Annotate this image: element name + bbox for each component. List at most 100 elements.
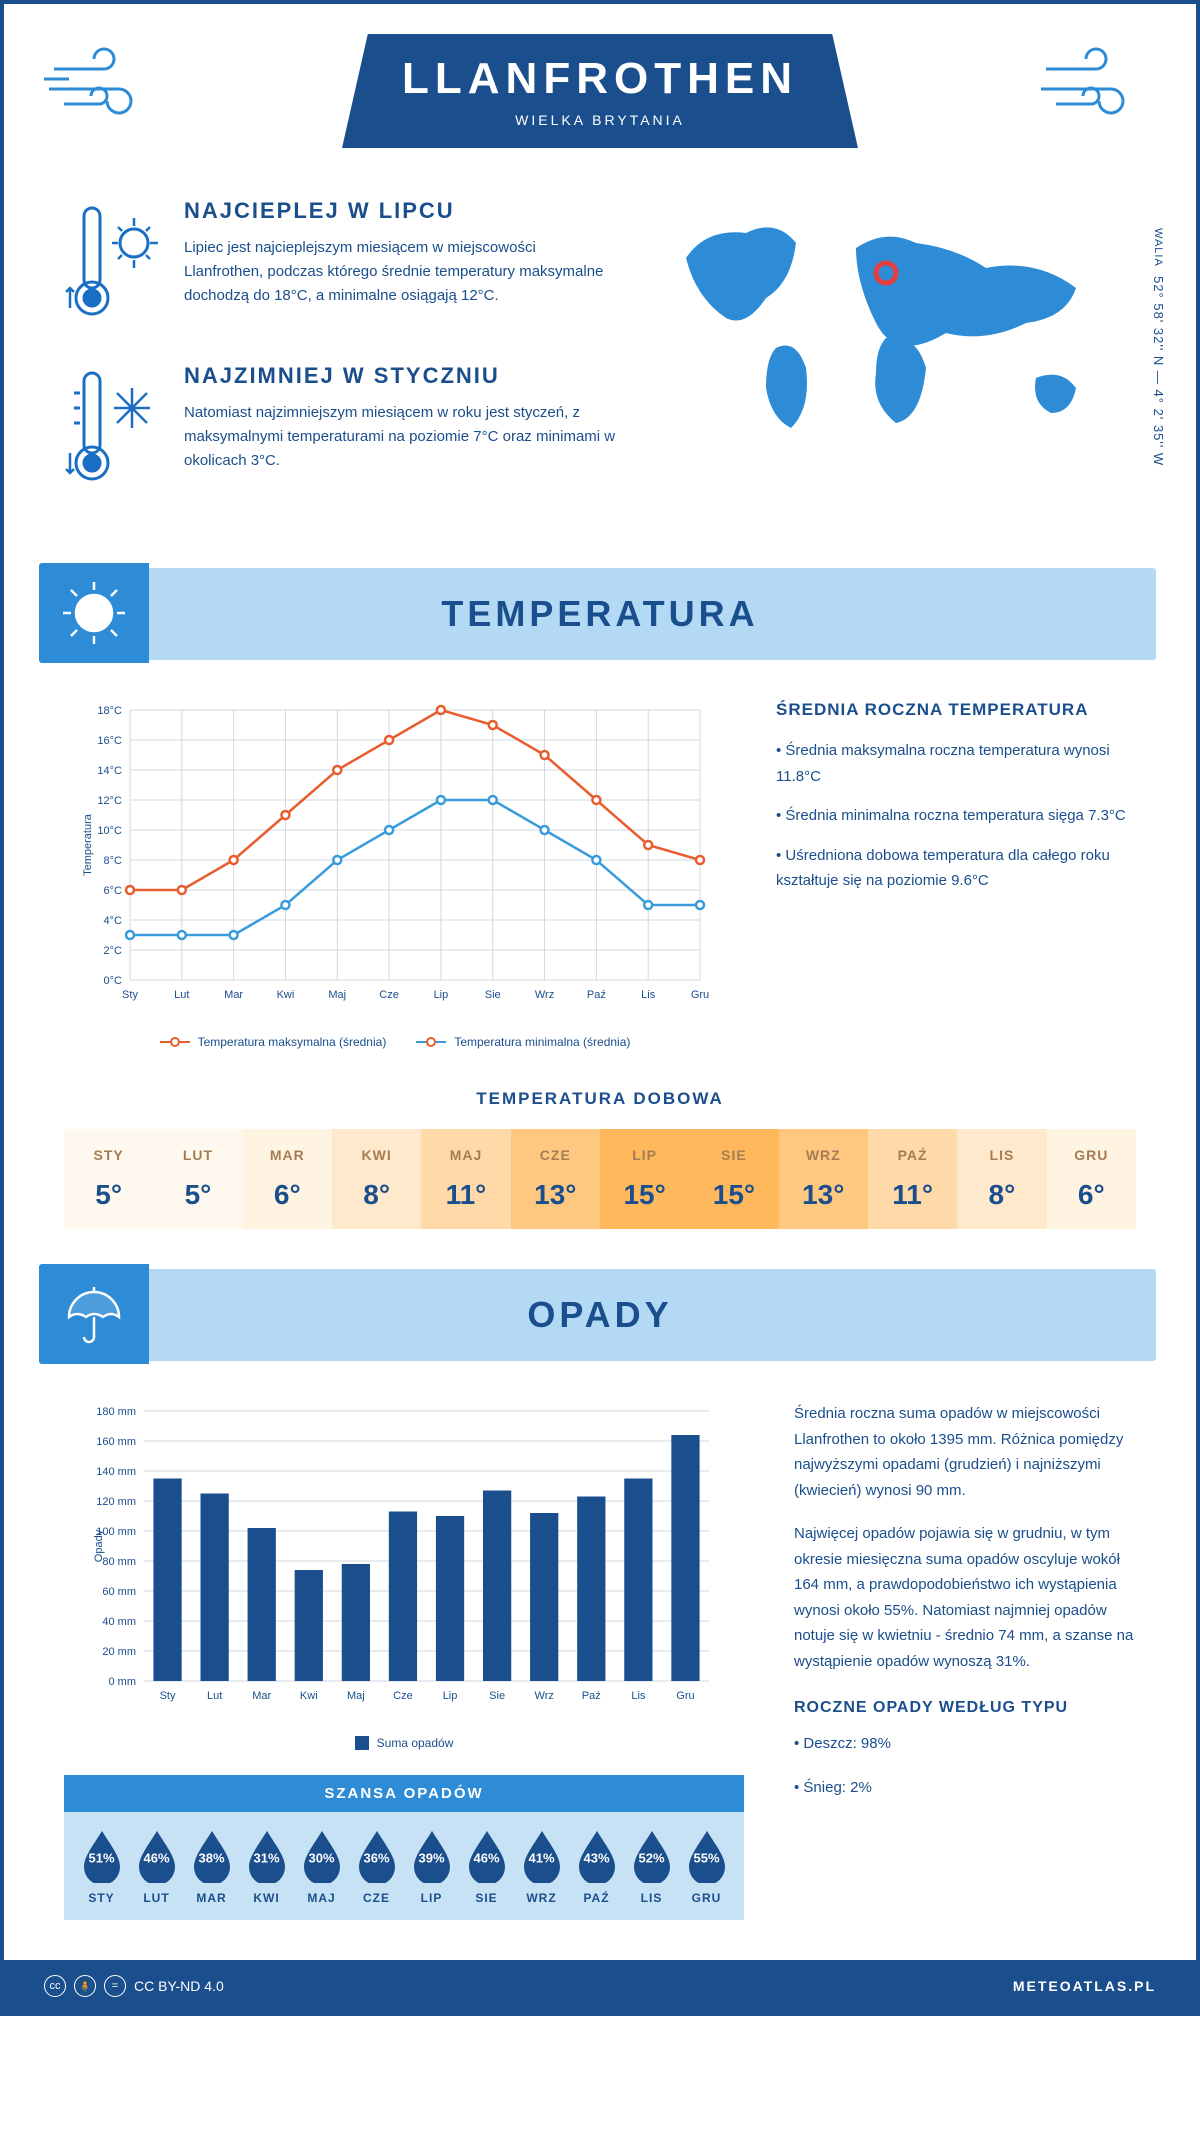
svg-text:80 mm: 80 mm xyxy=(102,1556,136,1568)
chance-cell: 39%LIP xyxy=(404,1827,459,1905)
chance-cell: 41%WRZ xyxy=(514,1827,569,1905)
chance-cell: 43%PAŹ xyxy=(569,1827,624,1905)
precip-legend: Suma opadów xyxy=(64,1736,744,1750)
svg-text:Kwi: Kwi xyxy=(300,1690,318,1702)
svg-text:180 mm: 180 mm xyxy=(96,1406,136,1418)
svg-text:Wrz: Wrz xyxy=(535,989,554,1001)
daily-temp-cell: SIE15° xyxy=(689,1129,778,1229)
license: cc 🧍 = CC BY-ND 4.0 xyxy=(44,1975,224,1997)
daily-temp-title: TEMPERATURA DOBOWA xyxy=(64,1089,1136,1109)
cc-icon: cc xyxy=(44,1975,66,1997)
umbrella-icon xyxy=(39,1264,149,1364)
nd-icon: = xyxy=(104,1975,126,1997)
intro-section: NAJCIEPLEJ W LIPCU Lipiec jest najcieple… xyxy=(4,178,1196,568)
svg-text:0 mm: 0 mm xyxy=(109,1676,137,1688)
chance-cell: 36%CZE xyxy=(349,1827,404,1905)
chance-cell: 52%LIS xyxy=(624,1827,679,1905)
chance-cell: 38%MAR xyxy=(184,1827,239,1905)
site-name: METEOATLAS.PL xyxy=(1013,1978,1156,1994)
map-area: WALIA 52° 58' 32'' N — 4° 2' 35'' W xyxy=(656,198,1136,528)
warmest-block: NAJCIEPLEJ W LIPCU Lipiec jest najcieple… xyxy=(64,198,616,333)
thermometer-cold-icon xyxy=(64,363,164,498)
page: LLANFROTHEN WIELKA BRYTANIA NAJCIEPLEJ W… xyxy=(0,0,1200,2016)
temperature-chart: 0°C2°C4°C6°C8°C10°C12°C14°C16°C18°CStyLu… xyxy=(64,700,726,1049)
coordinates: WALIA 52° 58' 32'' N — 4° 2' 35'' W xyxy=(1151,228,1166,466)
section-title-precip: OPADY xyxy=(44,1294,1156,1336)
svg-text:160 mm: 160 mm xyxy=(96,1436,136,1448)
precipitation-chart: 0 mm20 mm40 mm60 mm80 mm100 mm120 mm140 … xyxy=(64,1401,744,1920)
raindrop-icon: 36% xyxy=(355,1827,399,1883)
raindrop-icon: 46% xyxy=(135,1827,179,1883)
daily-temp-cell: LUT5° xyxy=(153,1129,242,1229)
svg-text:Lis: Lis xyxy=(631,1690,646,1702)
temp-summary-title: ŚREDNIA ROCZNA TEMPERATURA xyxy=(776,700,1136,720)
daily-temp-cell: CZE13° xyxy=(511,1129,600,1229)
daily-temp-cell: STY5° xyxy=(64,1129,153,1229)
svg-text:Paź: Paź xyxy=(582,1690,601,1702)
svg-text:6°C: 6°C xyxy=(104,885,123,897)
svg-text:Mar: Mar xyxy=(252,1690,271,1702)
svg-text:Wrz: Wrz xyxy=(535,1690,554,1702)
section-title-temp: TEMPERATURA xyxy=(44,593,1156,635)
svg-text:Lut: Lut xyxy=(207,1690,222,1702)
svg-text:Gru: Gru xyxy=(676,1690,694,1702)
svg-text:Sty: Sty xyxy=(160,1690,176,1702)
warmest-text: Lipiec jest najcieplejszym miesiącem w m… xyxy=(184,236,616,308)
svg-text:Lip: Lip xyxy=(443,1690,458,1702)
precip-chance-bar: SZANSA OPADÓW 51%STY 46%LUT 38%MAR 31%KW… xyxy=(64,1775,744,1920)
daily-temp-cell: KWI8° xyxy=(332,1129,421,1229)
footer: cc 🧍 = CC BY-ND 4.0 METEOATLAS.PL xyxy=(4,1960,1196,2012)
daily-temp-cell: MAR6° xyxy=(243,1129,332,1229)
svg-text:Opady: Opady xyxy=(93,1529,105,1562)
svg-text:Sty: Sty xyxy=(122,989,138,1001)
svg-text:12°C: 12°C xyxy=(97,795,122,807)
svg-text:140 mm: 140 mm xyxy=(96,1466,136,1478)
country-label: WIELKA BRYTANIA xyxy=(402,112,798,128)
daily-temp-section: TEMPERATURA DOBOWA STY5°LUT5°MAR6°KWI8°M… xyxy=(4,1089,1196,1269)
raindrop-icon: 31% xyxy=(245,1827,289,1883)
raindrop-icon: 43% xyxy=(575,1827,619,1883)
svg-text:Maj: Maj xyxy=(328,989,346,1001)
chance-cell: 31%KWI xyxy=(239,1827,294,1905)
chance-cell: 51%STY xyxy=(74,1827,129,1905)
header: LLANFROTHEN WIELKA BRYTANIA xyxy=(4,4,1196,178)
world-map-icon xyxy=(656,198,1136,458)
temperature-banner: TEMPERATURA xyxy=(44,568,1156,660)
sun-icon xyxy=(39,563,149,663)
daily-temp-cell: WRZ13° xyxy=(779,1129,868,1229)
svg-text:14°C: 14°C xyxy=(97,765,122,777)
svg-text:2°C: 2°C xyxy=(104,945,123,957)
svg-text:Mar: Mar xyxy=(224,989,243,1001)
chance-cell: 30%MAJ xyxy=(294,1827,349,1905)
svg-text:20 mm: 20 mm xyxy=(102,1646,136,1658)
raindrop-icon: 52% xyxy=(630,1827,674,1883)
svg-text:Cze: Cze xyxy=(393,1690,413,1702)
warmest-title: NAJCIEPLEJ W LIPCU xyxy=(184,198,616,224)
svg-text:16°C: 16°C xyxy=(97,735,122,747)
svg-text:Paź: Paź xyxy=(587,989,606,1001)
svg-text:60 mm: 60 mm xyxy=(102,1586,136,1598)
raindrop-icon: 30% xyxy=(300,1827,344,1883)
precip-types-title: ROCZNE OPADY WEDŁUG TYPU xyxy=(794,1694,1136,1721)
svg-text:120 mm: 120 mm xyxy=(96,1496,136,1508)
coldest-block: NAJZIMNIEJ W STYCZNIU Natomiast najzimni… xyxy=(64,363,616,498)
svg-text:10°C: 10°C xyxy=(97,825,122,837)
chance-cell: 55%GRU xyxy=(679,1827,734,1905)
svg-text:Sie: Sie xyxy=(485,989,501,1001)
svg-text:Maj: Maj xyxy=(347,1690,365,1702)
coldest-title: NAJZIMNIEJ W STYCZNIU xyxy=(184,363,616,389)
svg-text:40 mm: 40 mm xyxy=(102,1616,136,1628)
svg-text:Gru: Gru xyxy=(691,989,709,1001)
raindrop-icon: 39% xyxy=(410,1827,454,1883)
raindrop-icon: 46% xyxy=(465,1827,509,1883)
thermometer-hot-icon xyxy=(64,198,164,333)
by-icon: 🧍 xyxy=(74,1975,96,1997)
daily-temp-cell: GRU6° xyxy=(1047,1129,1136,1229)
precipitation-banner: OPADY xyxy=(44,1269,1156,1361)
svg-text:18°C: 18°C xyxy=(97,705,122,717)
raindrop-icon: 38% xyxy=(190,1827,234,1883)
precip-summary: Średnia roczna suma opadów w miejscowośc… xyxy=(794,1401,1136,1920)
svg-text:Lut: Lut xyxy=(174,989,189,1001)
chance-cell: 46%SIE xyxy=(459,1827,514,1905)
svg-text:Cze: Cze xyxy=(379,989,399,1001)
